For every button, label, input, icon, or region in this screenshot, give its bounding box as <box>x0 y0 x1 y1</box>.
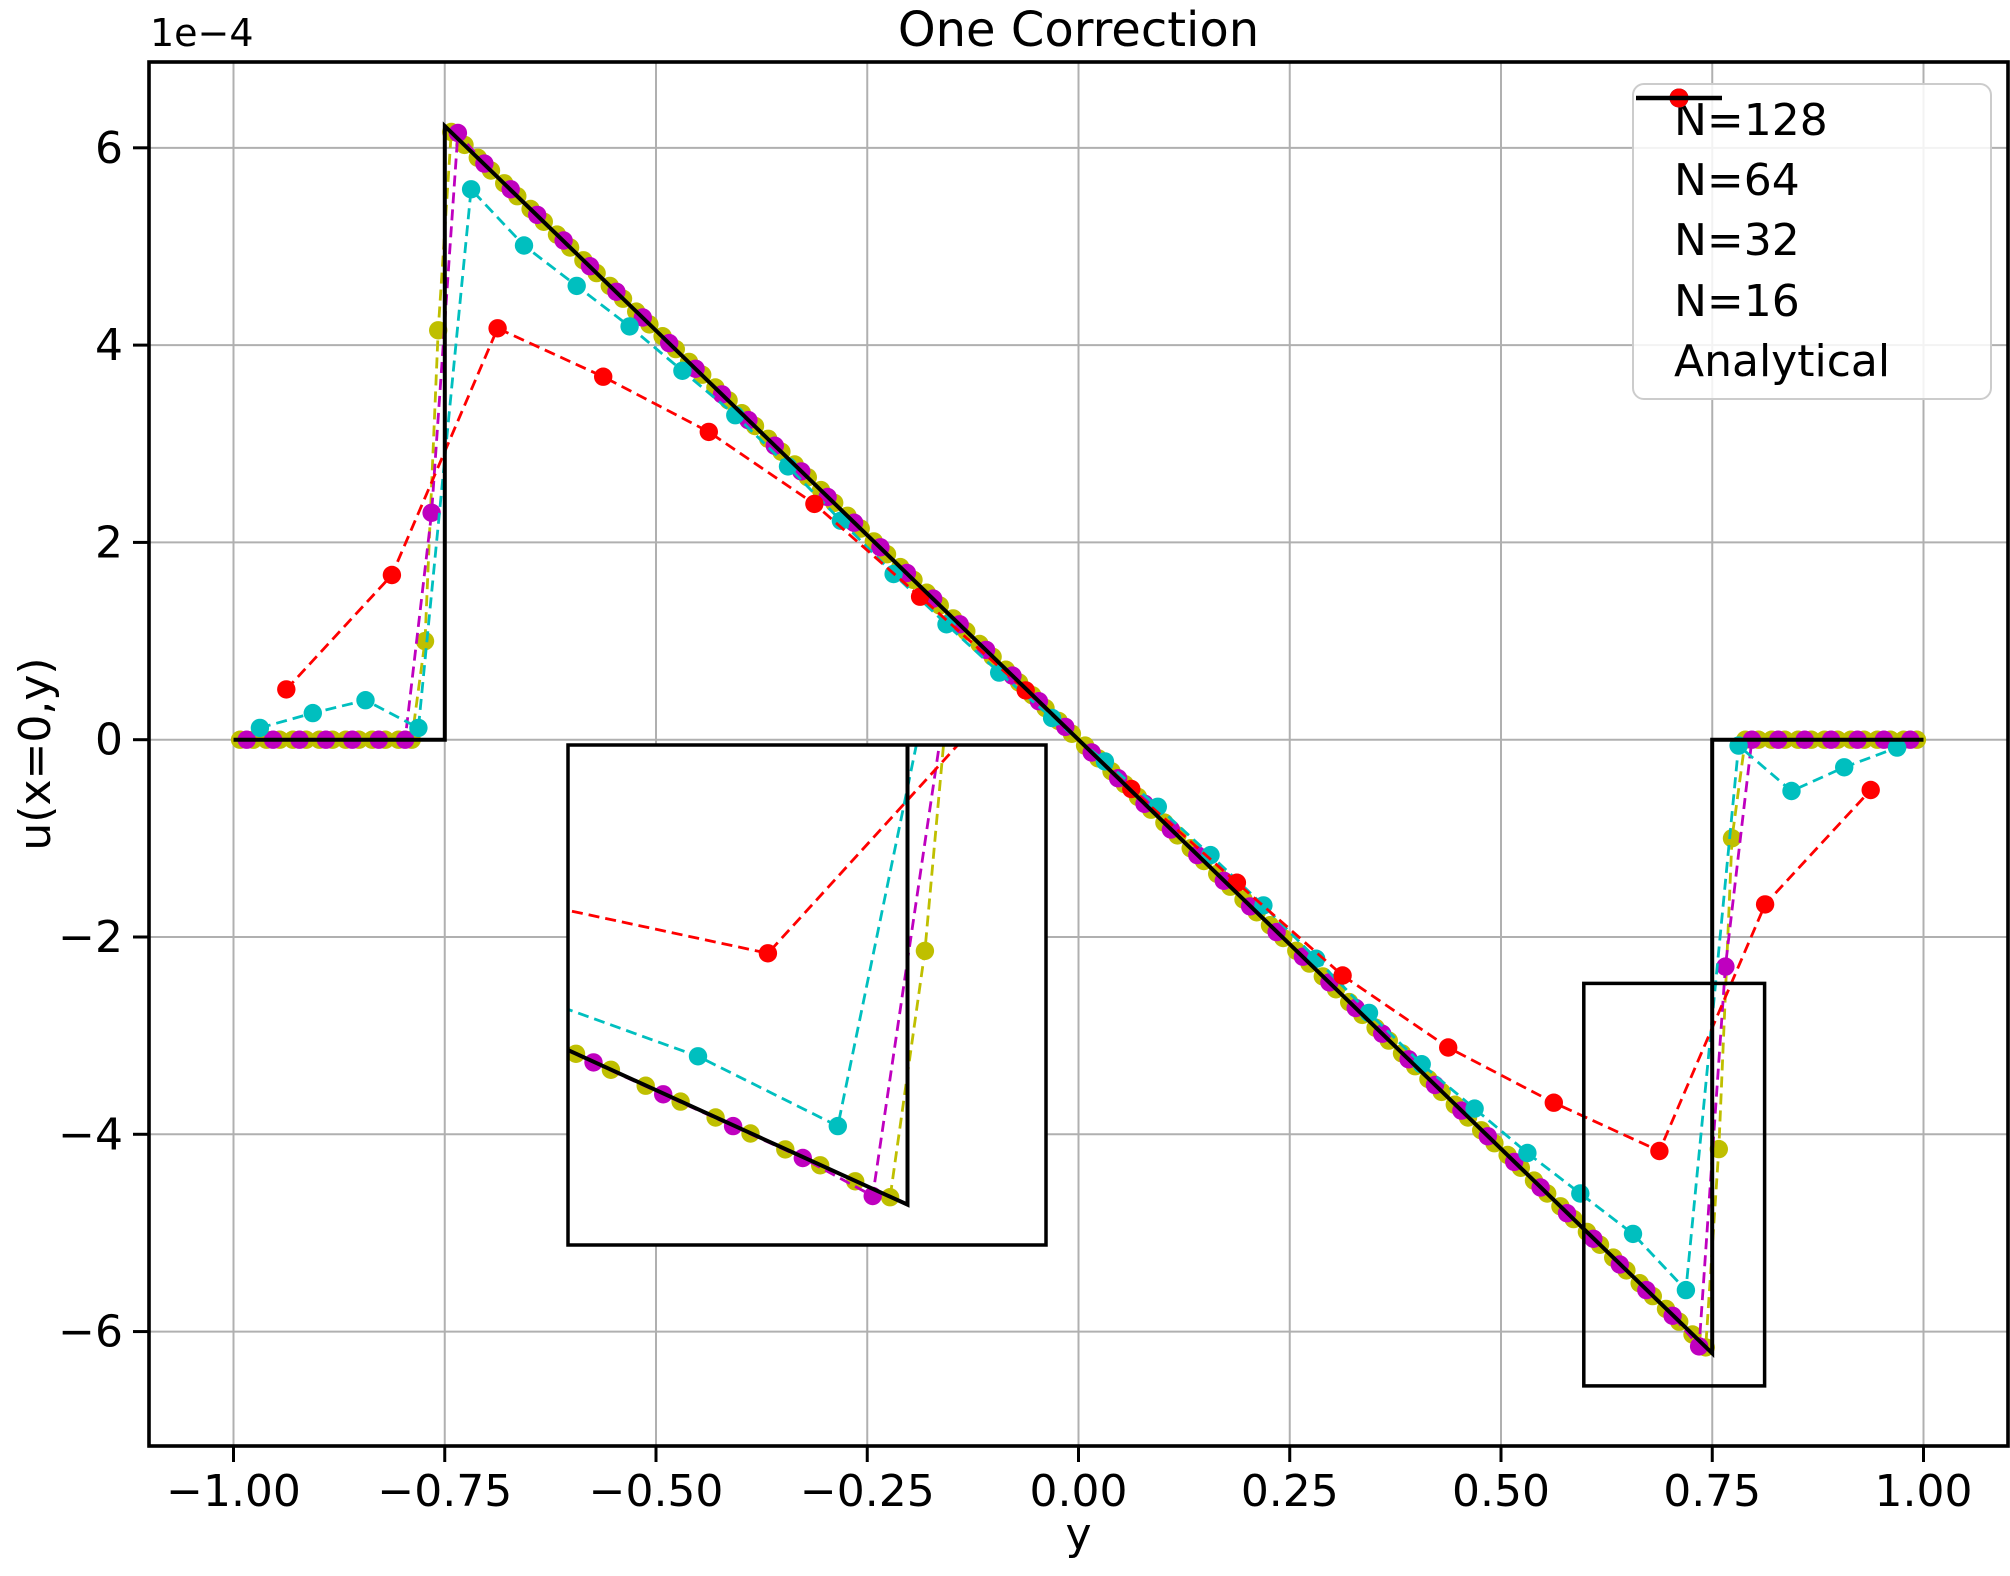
marker-N=16 <box>1650 1141 1669 1161</box>
marker-N=32 <box>250 718 270 738</box>
y-tick-label: 6 <box>95 123 123 174</box>
legend-label: N=16 <box>1674 275 1800 327</box>
legend-entry-N=32: N=32 <box>1636 88 1990 267</box>
main-series <box>230 121 1927 1359</box>
marker-N=32 <box>1623 1224 1643 1244</box>
marker-N=32 <box>1887 738 1907 757</box>
y-tick-label: 0 <box>95 715 123 766</box>
legend: N=128 N=64 N=32 N=16 Analytical <box>1632 83 1992 400</box>
marker-N=128 <box>1722 829 1742 848</box>
inset-background <box>568 745 1046 1245</box>
legend-entry-N=16: N=16 <box>1636 88 1990 327</box>
legend-line-sample <box>1636 95 1722 101</box>
marker-N=32 <box>409 718 428 738</box>
marker-N=32 <box>1782 781 1801 801</box>
marker-N=32 <box>461 180 481 199</box>
marker-N=128 <box>915 941 935 961</box>
series-line-N=16 <box>568 745 960 955</box>
y-tick-label: −6 <box>58 1307 123 1358</box>
legend-label: Analytical <box>1674 335 1891 387</box>
inset-border <box>566 743 1048 1247</box>
marker-N=64 <box>1716 957 1735 976</box>
y-axis-label: u(x=0,y) <box>10 657 61 851</box>
marker-N=16 <box>277 680 296 699</box>
marker-N=16 <box>382 565 402 585</box>
marker-N=32 <box>303 703 322 723</box>
marker-N=16 <box>699 422 718 442</box>
series-line-Analytical <box>233 121 1924 1359</box>
x-tick-label: 0.00 <box>1030 1466 1128 1517</box>
legend-label: N=64 <box>1674 155 1800 207</box>
x-tick-label: 0.25 <box>1241 1466 1339 1517</box>
marker-N=32 <box>1676 1280 1696 1300</box>
marker-N=128 <box>415 631 435 651</box>
marker-N=16 <box>1439 1038 1458 1057</box>
marker-N=16 <box>1544 1093 1564 1112</box>
marker-N=64 <box>422 503 441 522</box>
legend-entry-Analytical: Analytical <box>1636 95 1990 387</box>
y-tick-label: −2 <box>58 912 123 963</box>
marker-N=32 <box>688 1047 708 1066</box>
marker-N=32 <box>673 361 692 380</box>
x-tick-label: 1.00 <box>1875 1466 1973 1517</box>
marker-N=32 <box>356 691 375 710</box>
y-tick-label: 4 <box>95 320 123 371</box>
marker-N=32 <box>1835 758 1854 777</box>
marker-N=32 <box>620 317 639 336</box>
marker-N=16 <box>1861 780 1880 800</box>
legend-entry-N=64: N=64 <box>1636 88 1990 207</box>
legend-label: N=32 <box>1674 215 1800 267</box>
marker-N=32 <box>1095 752 1115 771</box>
marker-N=16 <box>805 494 824 514</box>
marker-N=16 <box>758 944 778 963</box>
marker-N=32 <box>514 236 534 255</box>
marker-N=32 <box>1201 845 1220 865</box>
marker-N=16 <box>1333 966 1352 985</box>
y-tick-label: −4 <box>58 1109 123 1160</box>
marker-N=16 <box>1755 895 1775 914</box>
tick-marks <box>133 146 1925 1462</box>
x-tick-label: −1.00 <box>166 1466 301 1517</box>
series-line-N=32 <box>568 745 918 1129</box>
marker-N=32 <box>937 615 956 634</box>
marker-N=16 <box>488 319 507 338</box>
marker-N=32 <box>828 1116 847 1136</box>
y-axis-offset-label: 1e−4 <box>150 11 254 55</box>
marker-N=32 <box>1042 708 1062 728</box>
marker-N=32 <box>1465 1099 1484 1118</box>
x-tick-label: −0.25 <box>800 1466 935 1517</box>
x-tick-labels: −1.00 −0.75 −0.50 −0.25 0.00 0.25 0.50 0.75 1.00 <box>166 1466 1972 1517</box>
inset-series <box>568 745 960 1208</box>
marker-N=32 <box>1571 1184 1590 1203</box>
y-tick-label: 2 <box>95 517 123 568</box>
x-tick-label: 0.50 <box>1452 1466 1550 1517</box>
x-tick-label: −0.50 <box>589 1466 724 1517</box>
marker-N=64 <box>1689 1337 1709 1356</box>
zoom-indicator-rect <box>1582 981 1767 1388</box>
marker-N=32 <box>1518 1143 1537 1163</box>
x-axis-label: y <box>1065 1509 1092 1560</box>
x-tick-label: −0.75 <box>377 1466 512 1517</box>
marker-N=64 <box>448 123 468 143</box>
y-tick-labels: 6 4 2 0 −2 −4 −6 <box>58 123 123 1358</box>
plot-title: One Correction <box>897 2 1260 58</box>
marker-N=16 <box>594 367 613 386</box>
x-tick-label: 0.75 <box>1663 1466 1761 1517</box>
legend-label: N=128 <box>1674 95 1828 147</box>
marker-N=32 <box>567 276 586 296</box>
